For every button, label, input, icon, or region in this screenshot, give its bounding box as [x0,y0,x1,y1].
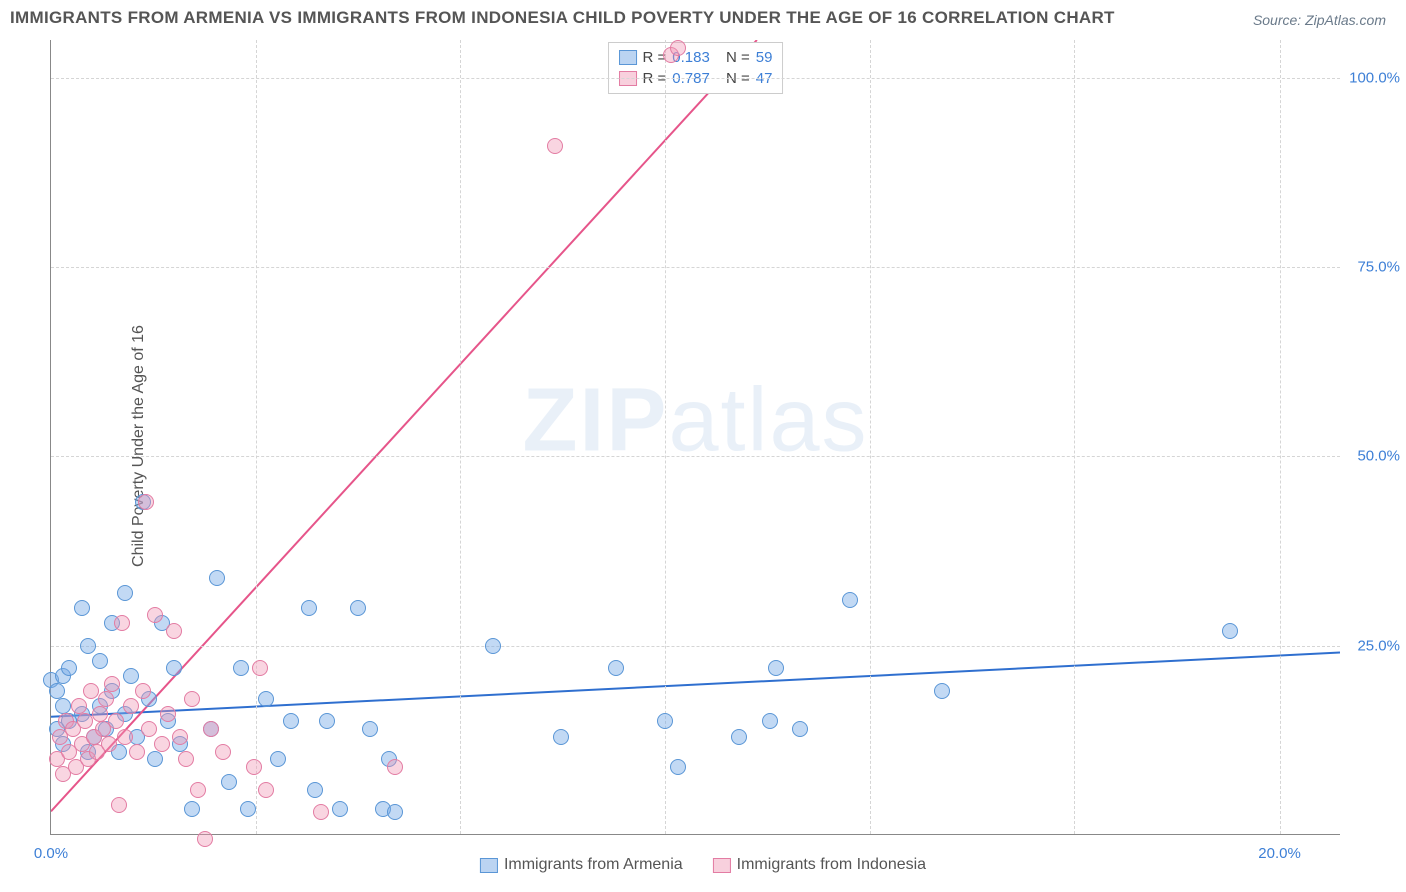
data-point [92,653,108,669]
data-point [215,744,231,760]
legend-item-indonesia: Immigrants from Indonesia [713,854,926,876]
swatch-armenia-icon [619,50,637,65]
data-point [768,660,784,676]
data-point [670,759,686,775]
legend-item-armenia: Immigrants from Armenia [480,854,683,876]
data-point [80,638,96,654]
source-label: Source: ZipAtlas.com [1253,12,1386,28]
data-point [246,759,262,775]
gridline-v [460,40,461,834]
data-point [553,729,569,745]
data-point [74,600,90,616]
data-point [283,713,299,729]
data-point [387,759,403,775]
data-point [657,713,673,729]
data-point [117,585,133,601]
data-point [762,713,778,729]
gridline-h [51,267,1340,268]
data-point [104,676,120,692]
data-point [332,801,348,817]
data-point [83,683,99,699]
chart-container: IMMIGRANTS FROM ARMENIA VS IMMIGRANTS FR… [0,0,1406,892]
data-point [71,698,87,714]
y-tick-label: 100.0% [1349,69,1400,86]
data-point [178,751,194,767]
gridline-v [256,40,257,834]
data-point [147,607,163,623]
data-point [350,600,366,616]
data-point [154,736,170,752]
gridline-v [1280,40,1281,834]
data-point [258,782,274,798]
data-point [485,638,501,654]
x-tick-label: 0.0% [34,845,68,862]
data-point [123,668,139,684]
data-point [92,706,108,722]
data-point [842,592,858,608]
gridline-h [51,646,1340,647]
data-point [172,729,188,745]
data-point [117,729,133,745]
legend-series: Immigrants from Armenia Immigrants from … [480,854,926,876]
data-point [141,721,157,737]
chart-title: IMMIGRANTS FROM ARMENIA VS IMMIGRANTS FR… [10,8,1115,28]
data-point [49,683,65,699]
data-point [1222,623,1238,639]
data-point [934,683,950,699]
data-point [203,721,219,737]
data-point [111,797,127,813]
data-point [197,831,213,847]
data-point [184,801,200,817]
legend-correlation: R = 0.183 N = 59 R = 0.787 N = 47 [608,42,784,94]
data-point [147,751,163,767]
y-tick-label: 25.0% [1357,637,1400,654]
data-point [166,660,182,676]
data-point [166,623,182,639]
data-point [792,721,808,737]
data-point [608,660,624,676]
data-point [258,691,274,707]
data-point [221,774,237,790]
y-tick-label: 50.0% [1357,448,1400,465]
data-point [731,729,747,745]
data-point [160,706,176,722]
data-point [108,713,124,729]
data-point [362,721,378,737]
data-point [61,660,77,676]
gridline-v [870,40,871,834]
data-point [301,600,317,616]
data-point [252,660,268,676]
data-point [123,698,139,714]
data-point [114,615,130,631]
data-point [98,691,114,707]
data-point [240,801,256,817]
data-point [270,751,286,767]
swatch-armenia-icon [480,858,498,873]
data-point [313,804,329,820]
gridline-h [51,456,1340,457]
data-point [387,804,403,820]
data-point [209,570,225,586]
data-point [101,736,117,752]
data-point [547,138,563,154]
data-point [670,40,686,56]
gridline-v [1074,40,1075,834]
legend-row-armenia: R = 0.183 N = 59 [619,47,773,68]
data-point [190,782,206,798]
data-point [138,494,154,510]
swatch-indonesia-icon [713,858,731,873]
trend-lines [51,40,1340,834]
data-point [129,744,145,760]
gridline-h [51,78,1340,79]
data-point [55,698,71,714]
plot-area: ZIPatlas R = 0.183 N = 59 R = 0.787 N = … [50,40,1340,835]
x-tick-label: 20.0% [1258,845,1301,862]
y-tick-label: 75.0% [1357,259,1400,276]
data-point [77,713,93,729]
data-point [135,683,151,699]
data-point [307,782,323,798]
data-point [319,713,335,729]
data-point [184,691,200,707]
data-point [233,660,249,676]
